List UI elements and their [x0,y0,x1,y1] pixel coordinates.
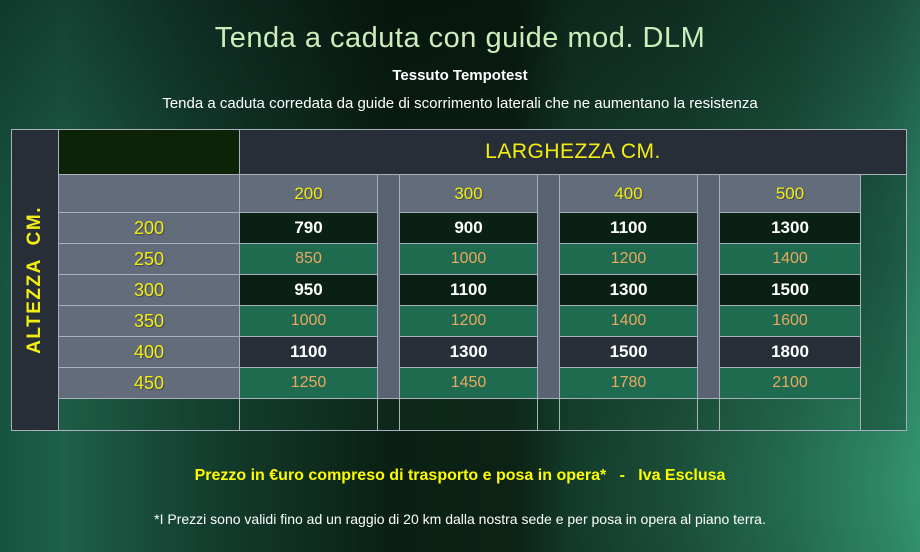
col-axis-label: LARGHEZZA CM. [240,130,906,175]
right-filler-column [861,175,906,430]
price-cell: 790 [240,213,378,244]
col-header-300: 300 [400,175,538,213]
column-separator [698,175,720,399]
row-label-450: 450 [59,368,240,399]
price-cell: 1600 [720,306,861,337]
column-separator [538,175,560,399]
col-header-400: 400 [560,175,698,213]
page-title: Tenda a caduta con guide mod. DLM [214,22,706,54]
row-axis-header: ALTEZZA CM. [12,130,59,430]
price-cell: 1300 [720,213,861,244]
price-cell: 1100 [240,337,378,368]
price-cell: 1100 [560,213,698,244]
col-header-500: 500 [720,175,861,213]
price-cell: 1250 [240,368,378,399]
description-text: Tenda a caduta corredata da guide di sco… [162,95,758,112]
empty-bottom-cell [59,399,240,430]
price-cell: 1500 [560,337,698,368]
empty-bottom-cell [240,399,378,430]
empty-bottom-cell [400,399,538,430]
empty-bottom-cell [698,399,720,430]
row-label-250: 250 [59,244,240,275]
price-cell: 950 [240,275,378,306]
empty-bottom-cell [560,399,698,430]
price-cell: 1000 [240,306,378,337]
row-label-350: 350 [59,306,240,337]
price-cell: 1780 [560,368,698,399]
price-cell: 850 [240,244,378,275]
row-label-200: 200 [59,213,240,244]
row-axis-label: ALTEZZA CM. [24,206,45,354]
disclaimer: *I Prezzi sono validi fino ad un raggio … [154,511,766,527]
row-label-header-cell [59,175,240,213]
price-cell: 1300 [560,275,698,306]
price-cell: 1200 [400,306,538,337]
col-header-200: 200 [240,175,378,213]
price-cell: 2100 [720,368,861,399]
fabric-subtitle: Tessuto Tempotest [392,67,528,84]
empty-bottom-cell [378,399,400,430]
price-cell: 1500 [720,275,861,306]
table-corner-cell [59,130,240,175]
price-table: ALTEZZA CM. LARGHEZZA CM. 200 300 400 50… [11,129,907,431]
price-cell: 1000 [400,244,538,275]
price-cell: 1200 [560,244,698,275]
price-cell: 900 [400,213,538,244]
price-cell: 1400 [720,244,861,275]
price-cell: 1100 [400,275,538,306]
price-cell: 1800 [720,337,861,368]
column-separator [378,175,400,399]
empty-bottom-cell [720,399,861,430]
price-cell: 1300 [400,337,538,368]
row-label-400: 400 [59,337,240,368]
row-label-300: 300 [59,275,240,306]
price-note: Prezzo in €uro compreso di trasporto e p… [194,467,726,484]
price-cell: 1450 [400,368,538,399]
empty-bottom-cell [538,399,560,430]
price-cell: 1400 [560,306,698,337]
